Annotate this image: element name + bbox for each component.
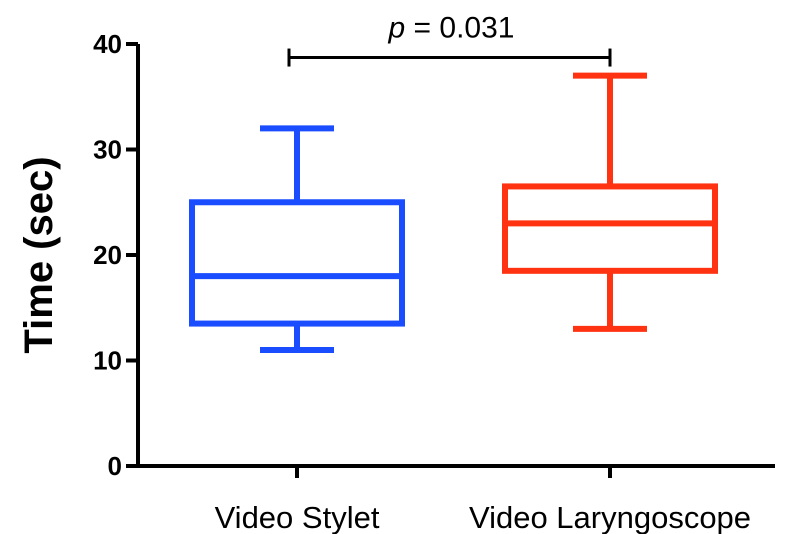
box-iqr [502,183,718,274]
box-2 [502,72,718,332]
y-tick-label: 30 [93,135,122,165]
y-tick-label: 0 [108,451,122,481]
axes: 0 10 20 30 40 Video Stylet Video Laryngoscope [93,29,775,534]
boxes [189,72,718,353]
x-category-label: Video Laryngoscope [469,500,751,534]
y-tick-label: 20 [93,240,122,270]
box-iqr [189,199,405,327]
box-1 [189,125,405,353]
p-value: = 0.031 [405,12,514,45]
y-tick-label: 10 [93,346,122,376]
p-value-label: p = 0.031 [388,12,515,45]
significance-annotation: p = 0.031 [287,12,612,67]
x-category-label: Video Stylet [215,500,380,534]
y-tick-label: 40 [93,29,122,59]
p-symbol: p [388,12,406,45]
y-axis-title: Time (sec) [17,156,61,353]
